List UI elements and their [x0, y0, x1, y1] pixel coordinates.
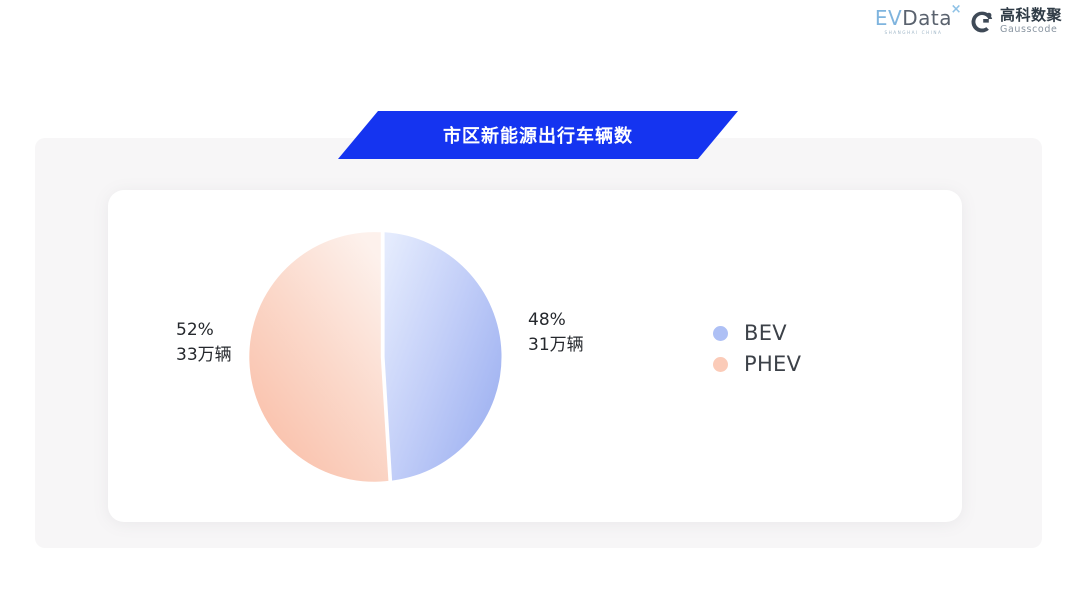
evdata-x-icon: × [950, 2, 962, 17]
chart-legend: BEV PHEV [713, 323, 801, 375]
legend-dot-bev-icon [713, 326, 728, 341]
legend-label-phev: PHEV [744, 352, 802, 376]
gausscode-cn-name: 高科数聚 [999, 6, 1062, 25]
pie-chart [249, 230, 509, 484]
section-title-banner: 市区新能源出行车辆数 [338, 111, 738, 159]
legend-label-bev: BEV [744, 321, 787, 345]
legend-item-phev[interactable]: PHEV [713, 354, 801, 375]
gausscode-logo: 高科数聚 Gausscode [970, 8, 1062, 35]
gausscode-mark-icon [970, 10, 994, 34]
legend-dot-phev-icon [713, 357, 728, 372]
legend-item-bev[interactable]: BEV [713, 323, 801, 344]
slice-label-bev: 48% 31万辆 [528, 308, 584, 357]
evdata-subtext: shanghai china [884, 30, 943, 35]
evdata-logo: EVData × shanghai china [874, 3, 962, 35]
brand-bar: EVData × shanghai china 高科数聚 Gausscode [874, 3, 1062, 35]
chart-card: 52% 33万辆 48% 31万辆 BEV PHEV [108, 190, 962, 522]
evdata-wordmark: EVData × [874, 3, 962, 30]
slice-value-bev: 31万辆 [528, 334, 584, 355]
gausscode-text: 高科数聚 Gausscode [1000, 8, 1062, 35]
page-title: 市区新能源出行车辆数 [443, 126, 633, 147]
gausscode-en-name: Gausscode [999, 24, 1058, 36]
slice-value-phev: 33万辆 [176, 344, 232, 365]
slice-percent-phev: 52% [176, 320, 214, 340]
slice-label-phev: 52% 33万辆 [176, 318, 232, 367]
evdata-word-data: Data [902, 6, 952, 30]
pie-slice-bev [384, 232, 502, 481]
evdata-word-ev: EV [874, 6, 903, 30]
slice-percent-bev: 48% [528, 310, 566, 330]
pie-slice-phev [249, 232, 389, 482]
pie-chart-svg [249, 232, 502, 482]
